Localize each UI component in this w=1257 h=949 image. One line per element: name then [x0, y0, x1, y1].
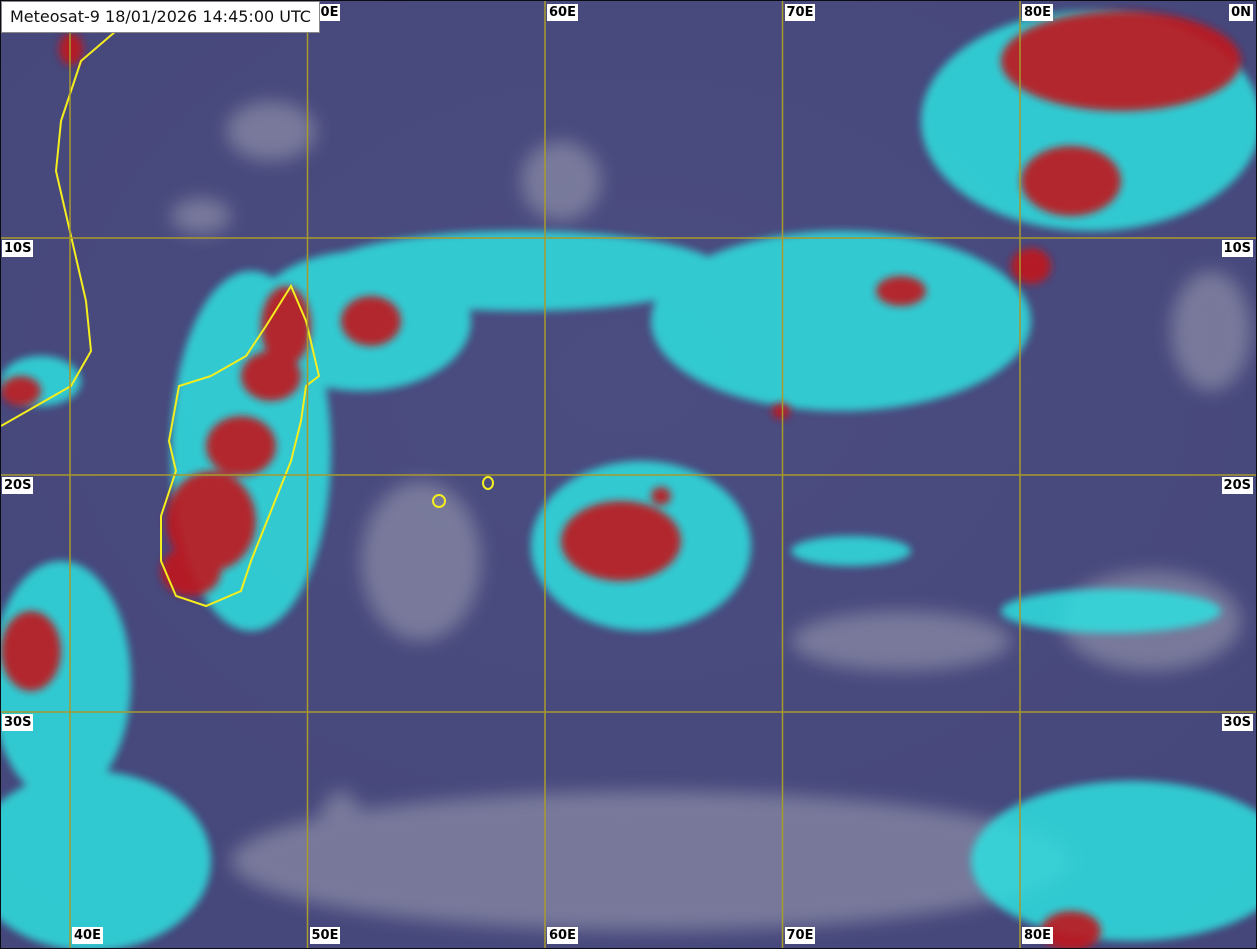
grid-label: 30S [1221, 714, 1253, 731]
reunion-coastline [432, 494, 446, 508]
grid-label: 70E [784, 4, 816, 21]
grid-label: 70E [784, 927, 816, 944]
grid-label: 20S [1221, 477, 1253, 494]
grid-label: 30S [2, 714, 34, 731]
grid-label: 50E [309, 927, 341, 944]
grid-label: 40E [72, 927, 103, 944]
africa-coastline [1, 30, 117, 427]
madagascar-coastline [160, 283, 321, 608]
high-cloud-layer [1, 11, 1256, 948]
low-cloud-layer [171, 101, 1251, 931]
deep-convection-layer [1, 11, 1241, 948]
grid-label: 80E [1022, 4, 1053, 21]
grid-label: 80E [1022, 927, 1053, 944]
grid-label: 60E [547, 4, 578, 21]
grid-label: 10S [2, 240, 34, 257]
mauritius-coastline [482, 476, 494, 490]
grid-label: 10S [1221, 240, 1253, 257]
grid-label: 0N [1229, 4, 1253, 21]
grid-label: 20S [2, 477, 34, 494]
image-title: Meteosat-9 18/01/2026 14:45:00 UTC [1, 1, 320, 33]
coastlines [1, 30, 494, 608]
grid-label: 60E [547, 927, 578, 944]
